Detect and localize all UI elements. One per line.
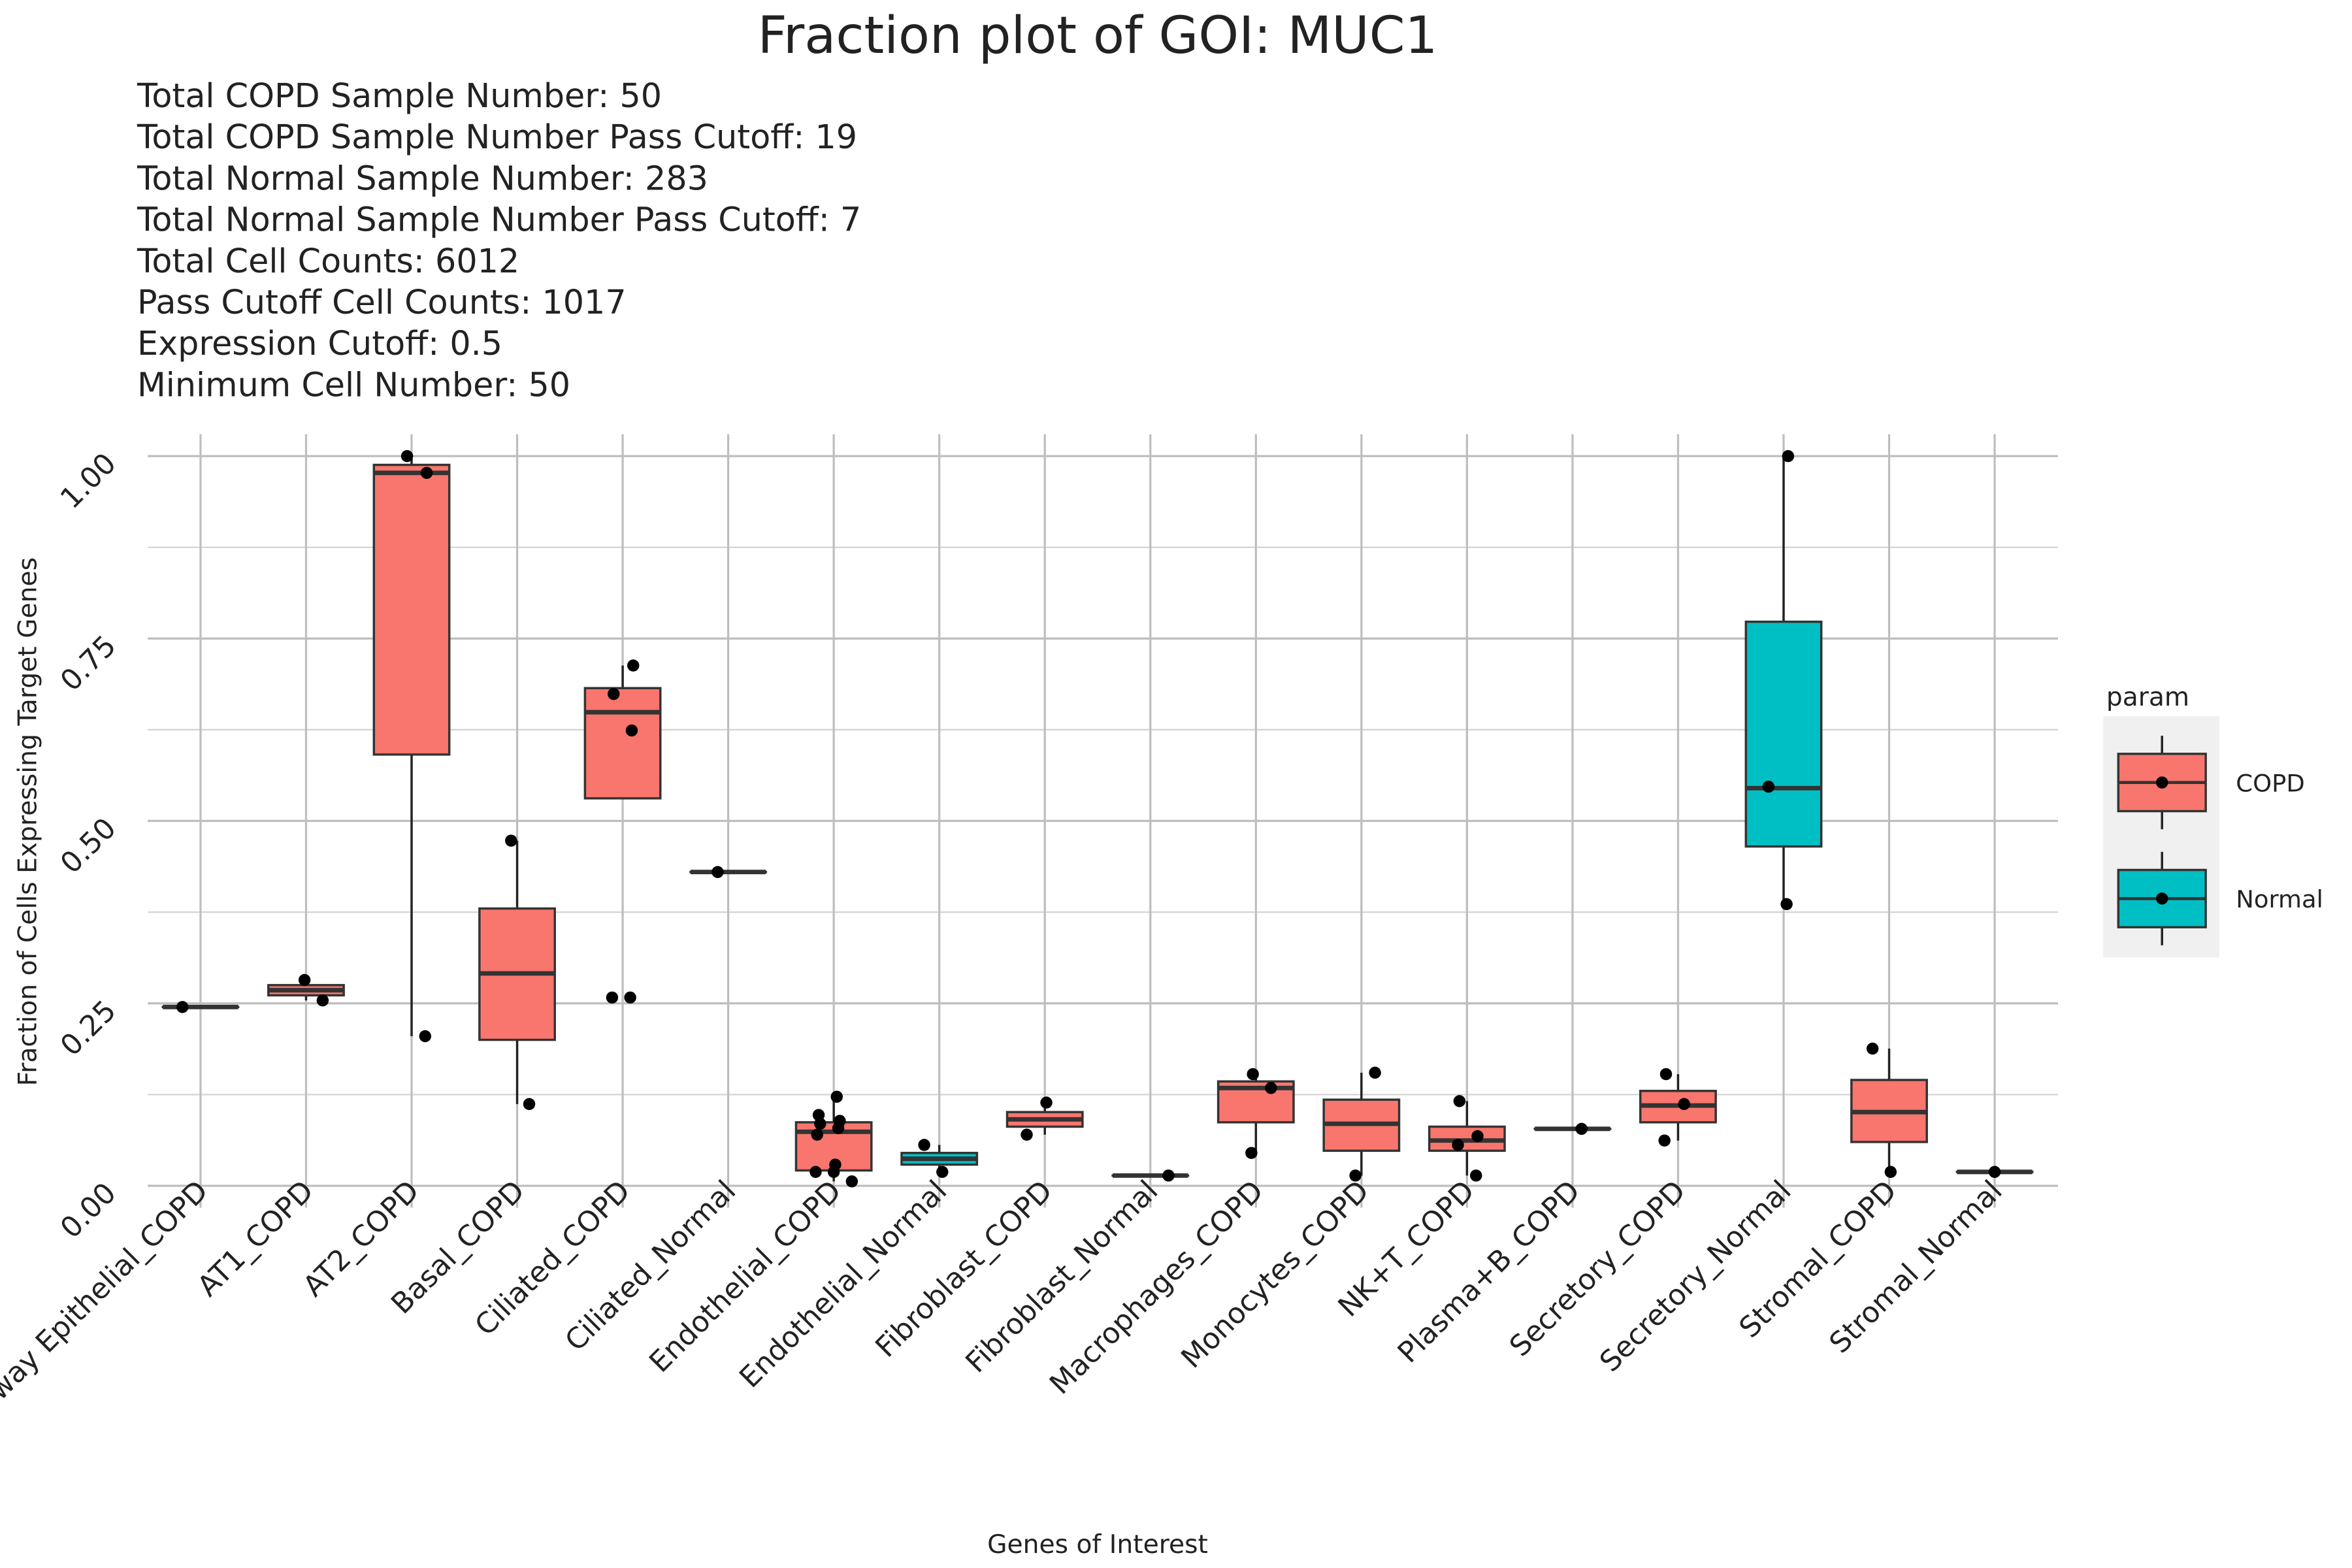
data-point xyxy=(1678,1098,1690,1111)
x-tick-label: Endothelial_COPD xyxy=(643,1174,848,1379)
data-point xyxy=(1471,1130,1484,1143)
x-tick-label: Fibroblast_Normal xyxy=(959,1174,1164,1379)
y-tick-label: 0.50 xyxy=(54,811,123,880)
x-tick-label: Secretory_COPD xyxy=(1503,1174,1692,1363)
y-tick-label: 1.00 xyxy=(54,447,123,515)
data-point xyxy=(827,1166,840,1178)
data-point xyxy=(1452,1139,1464,1151)
data-point xyxy=(1780,898,1793,911)
data-point xyxy=(1453,1095,1466,1107)
data-point xyxy=(812,1109,825,1121)
data-point xyxy=(1762,780,1775,793)
data-point xyxy=(316,994,329,1007)
data-point xyxy=(419,1030,431,1043)
data-point xyxy=(1265,1082,1277,1094)
subtitle-line: Total COPD Sample Number: 50 xyxy=(137,76,662,115)
data-point xyxy=(1575,1122,1588,1135)
data-point xyxy=(845,1175,858,1188)
y-tick-label: 0.25 xyxy=(54,994,123,1062)
chart-title: Fraction plot of GOI: MUC1 xyxy=(758,5,1438,65)
data-point xyxy=(1349,1169,1362,1182)
subtitle-line: Expression Cutoff: 0.5 xyxy=(137,324,502,363)
data-point xyxy=(505,834,517,847)
x-tick-label: Macrophages_COPD xyxy=(1043,1174,1270,1401)
data-point xyxy=(298,973,311,987)
box xyxy=(372,463,451,756)
data-point xyxy=(627,659,640,672)
data-point xyxy=(832,1122,845,1134)
legend-point xyxy=(2156,892,2168,905)
legend-label: Normal xyxy=(2236,885,2323,913)
subtitle-line: Pass Cutoff Cell Counts: 1017 xyxy=(137,283,627,321)
data-point xyxy=(625,724,638,737)
data-point xyxy=(1369,1066,1381,1079)
subtitle-line: Total Normal Sample Number: 283 xyxy=(137,159,708,197)
data-point xyxy=(1866,1042,1879,1055)
data-point xyxy=(811,1128,823,1141)
data-point xyxy=(918,1139,930,1151)
data-point xyxy=(400,449,414,463)
data-point xyxy=(1470,1169,1482,1182)
box xyxy=(1744,620,1823,848)
data-point xyxy=(809,1166,822,1178)
data-point xyxy=(624,991,636,1004)
data-point xyxy=(608,687,620,700)
marks xyxy=(161,449,2034,1188)
x-axis-title: Genes of Interest xyxy=(987,1530,1208,1560)
data-point xyxy=(1782,449,1795,463)
y-axis-title: Fraction of Cells Expressing Target Gene… xyxy=(13,557,42,1086)
x-tick-label: Monocytes_COPD xyxy=(1175,1174,1375,1375)
data-point xyxy=(1659,1068,1673,1081)
x-tick-label: Secretory_Normal xyxy=(1593,1174,1798,1379)
x-tick-label: Plasma+B_COPD xyxy=(1392,1174,1587,1369)
x-tick-label: Fibroblast_COPD xyxy=(869,1174,1059,1364)
y-tick-label: 0.75 xyxy=(54,629,123,698)
data-point xyxy=(1021,1128,1033,1141)
y-tick-label: 0.00 xyxy=(54,1177,123,1245)
data-point xyxy=(1247,1068,1259,1081)
subtitle-line: Total COPD Sample Number Pass Cutoff: 19 xyxy=(137,118,857,156)
data-point xyxy=(1884,1166,1897,1178)
legend: COPD Normal xyxy=(2117,736,2323,945)
data-point xyxy=(1988,1166,2001,1178)
x-tick-label: Endothelial_Normal xyxy=(733,1174,953,1394)
legend-label: COPD xyxy=(2236,770,2305,798)
data-point xyxy=(523,1098,536,1111)
data-point xyxy=(1162,1169,1175,1182)
subtitle-line: Minimum Cell Number: 50 xyxy=(137,365,570,404)
legend-point xyxy=(2156,776,2168,789)
legend-title: param xyxy=(2106,683,2189,712)
subtitle-line: Total Normal Sample Number Pass Cutoff: … xyxy=(137,201,861,239)
data-point xyxy=(936,1166,949,1178)
data-point xyxy=(176,1001,189,1013)
data-point xyxy=(420,466,433,480)
data-point xyxy=(1040,1096,1053,1109)
data-point xyxy=(711,866,724,878)
subtitle-line: Total Cell Counts: 6012 xyxy=(137,242,519,280)
box xyxy=(583,687,662,800)
data-point xyxy=(830,1090,843,1103)
data-point xyxy=(1658,1134,1671,1147)
data-point xyxy=(1245,1147,1258,1159)
data-point xyxy=(606,991,619,1004)
